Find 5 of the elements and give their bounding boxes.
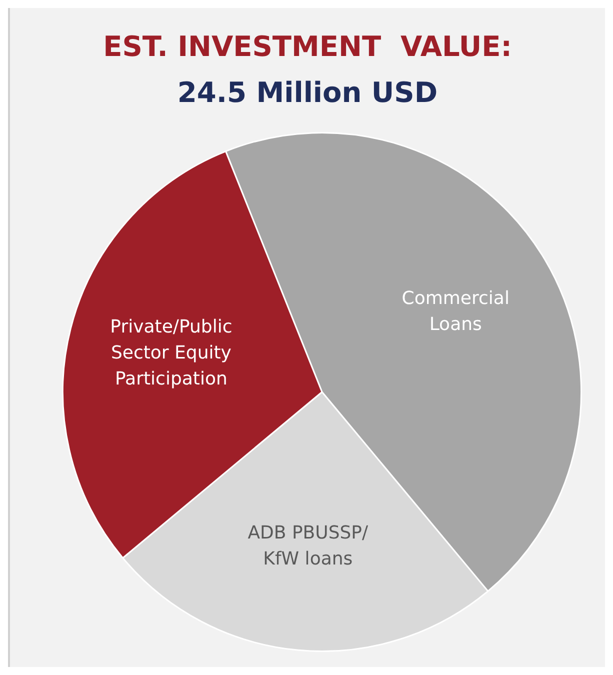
- chart-title: EST. INVESTMENT VALUE:: [102, 30, 513, 63]
- slice-label: ADB PBUSSP/ KfW loans: [248, 522, 370, 570]
- chart-subtitle: 24.5 Million USD: [176, 76, 439, 109]
- slice-label: Commercial Loans: [402, 288, 510, 336]
- slice-label: Private/Public Sector Equity Participation: [110, 316, 232, 390]
